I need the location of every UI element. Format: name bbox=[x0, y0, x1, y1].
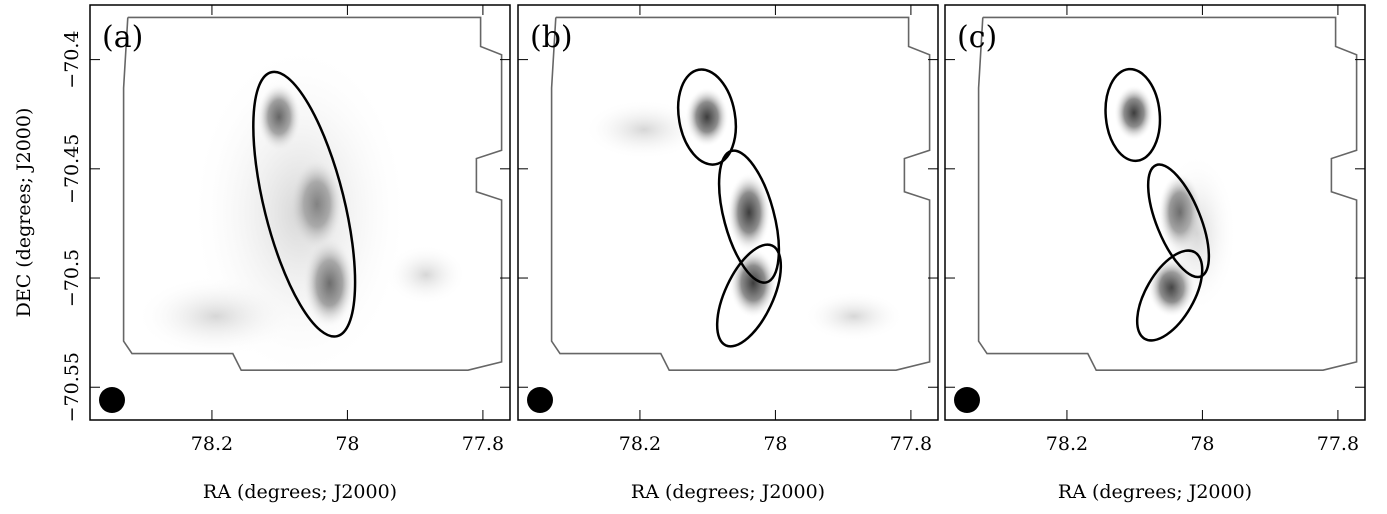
x-tick-label: 78.2 bbox=[191, 433, 233, 455]
beam bbox=[527, 387, 553, 413]
x-tick-label: 78 bbox=[763, 433, 787, 455]
panel-label: (c) bbox=[957, 20, 997, 55]
panel: 78.2 78 77.8 (c) RA (degrees; J2000) bbox=[944, 4, 1366, 503]
panel-label: (b) bbox=[530, 20, 573, 55]
frame bbox=[517, 4, 939, 421]
beam bbox=[99, 387, 125, 413]
emission bbox=[729, 248, 778, 319]
y-tick-label: −70.55 bbox=[61, 352, 83, 422]
panel: 78.2 78 77.8 −70.4 −70.45 −70.5 −70.55 (a) RA (d… bbox=[13, 4, 511, 503]
survey-boundary bbox=[977, 16, 1358, 372]
emission bbox=[1157, 153, 1237, 314]
fit-ellipse bbox=[715, 243, 783, 348]
beam bbox=[954, 387, 980, 413]
y-tick-label: −70.4 bbox=[61, 30, 83, 88]
emission bbox=[136, 276, 296, 357]
emission bbox=[727, 172, 771, 253]
x-tick-label: 77.8 bbox=[462, 433, 504, 455]
panel-label: (a) bbox=[102, 20, 143, 55]
frame bbox=[89, 4, 511, 421]
x-tick-label: 77.8 bbox=[890, 433, 932, 455]
x-tick-label: 78 bbox=[335, 433, 359, 455]
emission bbox=[804, 291, 904, 342]
x-axis-title: RA (degrees; J2000) bbox=[1058, 481, 1252, 503]
fit-ellipse bbox=[676, 68, 738, 166]
emission bbox=[1114, 84, 1154, 141]
x-tick-label: 78.2 bbox=[1046, 433, 1088, 455]
x-tick-label: 77.8 bbox=[1317, 433, 1359, 455]
x-axis-title: RA (degrees; J2000) bbox=[631, 481, 825, 503]
x-tick-label: 78.2 bbox=[619, 433, 661, 455]
survey-boundary bbox=[122, 16, 503, 372]
fit-ellipse bbox=[252, 70, 357, 338]
frame bbox=[944, 4, 1366, 421]
x-tick-label: 78 bbox=[1190, 433, 1214, 455]
panel: 78.2 78 77.8 (b) RA (degrees; J2000) bbox=[517, 4, 939, 503]
y-tick-label: −70.45 bbox=[61, 134, 83, 204]
fit-ellipse bbox=[1135, 249, 1204, 342]
survey-boundary bbox=[550, 16, 931, 372]
emission bbox=[584, 99, 704, 160]
emission bbox=[386, 244, 466, 305]
y-axis-title: DEC (degrees; J2000) bbox=[13, 108, 35, 318]
x-axis-title: RA (degrees; J2000) bbox=[203, 481, 397, 503]
y-tick-label: −70.5 bbox=[61, 249, 83, 307]
